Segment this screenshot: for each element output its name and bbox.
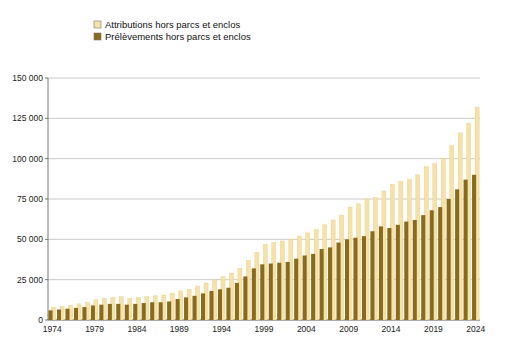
bar	[133, 304, 137, 320]
bar	[57, 310, 61, 320]
bar	[218, 289, 222, 320]
bar	[209, 291, 213, 320]
bar	[464, 180, 468, 320]
bar	[370, 231, 374, 320]
bar	[49, 310, 53, 320]
bar	[303, 255, 307, 320]
bar	[91, 305, 95, 320]
legend-label: Attributions hors parcs et enclos	[105, 19, 240, 30]
bar	[362, 236, 366, 320]
bar	[396, 225, 400, 320]
bar	[167, 301, 171, 320]
bar	[74, 308, 78, 320]
bar	[413, 220, 417, 320]
y-tick	[45, 199, 48, 200]
bar	[430, 210, 434, 320]
x-tick-label: 2024	[466, 324, 485, 334]
bar	[116, 304, 120, 320]
bar	[226, 288, 230, 320]
legend-label: Prélèvements hors parcs et enclos	[105, 31, 251, 42]
bar	[99, 305, 103, 320]
bar	[269, 264, 273, 320]
y-tick-label: 50 000	[17, 234, 43, 244]
chart: 025 00050 00075 000100 000125 000150 000…	[0, 0, 508, 352]
bar	[277, 263, 281, 320]
bars	[49, 107, 480, 320]
x-tick-label: 1999	[255, 324, 274, 334]
y-tick-label: 75 000	[17, 194, 43, 204]
bar	[404, 222, 408, 320]
legend-swatch	[94, 33, 101, 40]
x-tick-label: 1989	[170, 324, 189, 334]
bar	[108, 304, 112, 320]
bar	[159, 302, 163, 320]
bar	[320, 249, 324, 320]
x-tick-label: 1979	[85, 324, 104, 334]
x-tick-label: 2004	[297, 324, 316, 334]
y-tick-label: 150 000	[12, 73, 43, 83]
bar	[387, 228, 391, 320]
x-tick-label: 1994	[212, 324, 231, 334]
bar	[472, 175, 476, 320]
y-tick	[45, 279, 48, 280]
bar	[252, 268, 256, 320]
grid-line	[48, 118, 480, 119]
bar	[125, 305, 129, 320]
bar	[447, 199, 451, 320]
bar	[235, 283, 239, 320]
y-tick	[45, 239, 48, 240]
x-tick-label: 2009	[339, 324, 358, 334]
legend: Attributions hors parcs et enclosPrélève…	[94, 19, 251, 42]
bar	[438, 207, 442, 320]
y-tick-label: 25 000	[17, 275, 43, 285]
bar	[176, 299, 180, 320]
x-tick-label: 1974	[43, 324, 62, 334]
grid-line	[48, 78, 480, 79]
y-tick	[45, 320, 48, 321]
x-tick-label: 2014	[382, 324, 401, 334]
bar	[286, 262, 290, 320]
bar	[142, 303, 146, 320]
bar	[82, 307, 86, 320]
bar	[294, 259, 298, 320]
bar	[243, 276, 247, 320]
bar	[193, 296, 197, 320]
bar	[65, 309, 69, 320]
grid-line	[48, 158, 480, 159]
bar	[184, 297, 188, 320]
y-axis	[48, 78, 49, 320]
bar	[260, 264, 264, 320]
x-tick-label: 1984	[127, 324, 146, 334]
y-tick	[45, 118, 48, 119]
legend-swatch	[94, 21, 101, 28]
bar	[345, 239, 349, 320]
bar	[311, 254, 315, 320]
y-tick-label: 100 000	[12, 154, 43, 164]
y-tick-label: 125 000	[12, 113, 43, 123]
bar	[421, 215, 425, 320]
bar	[379, 226, 383, 320]
bar	[455, 189, 459, 320]
bar	[150, 302, 154, 320]
bar	[353, 238, 357, 320]
y-tick	[45, 158, 48, 159]
x-tick-label: 2019	[424, 324, 443, 334]
y-tick	[45, 78, 48, 79]
grid-line	[48, 199, 480, 200]
bar	[328, 247, 332, 320]
bar	[201, 293, 205, 320]
bar	[337, 243, 341, 320]
